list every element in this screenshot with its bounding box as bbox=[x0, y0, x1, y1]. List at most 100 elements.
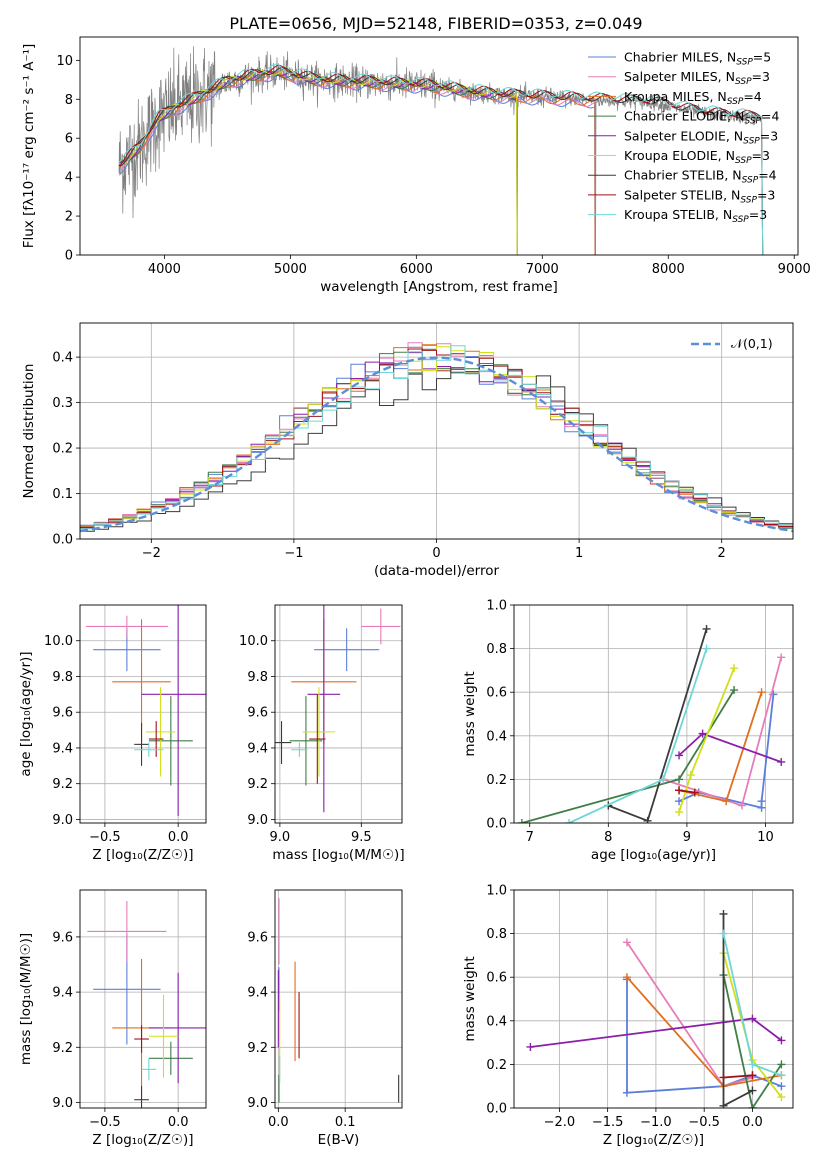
axes-frame bbox=[79, 889, 207, 1109]
errorbar-point-7 bbox=[275, 721, 292, 765]
panel-weight-vs-age: 0.0 0.2 0.4 0.6 0.8 1.0 7 8 9 10 age [log₁₀(age/yr… bbox=[462, 599, 793, 863]
x-tick-label: 8 bbox=[604, 830, 612, 845]
x-tick-label: −0.5 bbox=[89, 830, 121, 845]
weight-marker bbox=[702, 644, 711, 653]
weight-marker bbox=[719, 1101, 728, 1108]
weight-marker bbox=[748, 1104, 757, 1108]
panel-age-vs-mass: 9.0 9.2 9.4 9.6 9.8 10.0 9.0 9.5 mass [log₁₀(M/M… bbox=[239, 605, 405, 863]
plot-area bbox=[275, 605, 401, 813]
weight-marker bbox=[730, 686, 739, 695]
weight-marker bbox=[702, 624, 711, 633]
legend-label: Salpeter MILES, NSSP=3 bbox=[624, 69, 770, 87]
y-tick-label: 1.0 bbox=[486, 884, 507, 899]
plot-area bbox=[87, 901, 206, 1108]
y-tick-label: 9.8 bbox=[247, 670, 268, 685]
errorbar-point-6 bbox=[148, 994, 179, 1078]
errorbar-point-6 bbox=[302, 687, 336, 777]
x-tick-label: −2.0 bbox=[544, 1115, 576, 1130]
y-tick-label: 9.6 bbox=[247, 706, 268, 721]
x-axis-label: wavelength [Angstrom, rest frame] bbox=[320, 279, 558, 295]
errorbar-point-8 bbox=[134, 1025, 149, 1053]
observed-spectrum bbox=[118, 46, 763, 255]
errorbar-point-9 bbox=[291, 742, 308, 757]
x-tick-label: 2 bbox=[718, 546, 726, 561]
y-tick-label: 9.4 bbox=[247, 741, 268, 756]
weight-marker bbox=[622, 973, 631, 982]
panel-mass-vs-Z: 9.0 9.2 9.4 9.6 −0.5 0.0 Z [log₁₀(Z/Z☉)] mass [… bbox=[18, 890, 206, 1148]
y-tick-label: 2 bbox=[65, 210, 73, 225]
axes-frame bbox=[79, 322, 794, 540]
x-tick-label: 0 bbox=[432, 546, 440, 561]
y-tick-label: 9.6 bbox=[247, 930, 268, 945]
legend-label: Chabrier STELIB, NSSP=4 bbox=[624, 168, 777, 186]
weight-marker bbox=[777, 1082, 786, 1091]
y-tick-label: 0.8 bbox=[486, 927, 507, 942]
legend-label: 𝒩(0,1) bbox=[731, 336, 773, 351]
weight-marker bbox=[777, 1071, 786, 1080]
y-tick-label: 9.2 bbox=[52, 1041, 73, 1056]
normal-curve bbox=[80, 356, 793, 533]
weight-marker bbox=[730, 664, 739, 673]
errorbar-point-5 bbox=[148, 972, 206, 1084]
x-tick-label: 9 bbox=[683, 830, 691, 845]
y-tick-label: 1.0 bbox=[486, 599, 507, 614]
errorbar-point-5 bbox=[307, 605, 341, 813]
weight-marker bbox=[643, 816, 652, 823]
weight-marker bbox=[565, 819, 574, 823]
weight-marker bbox=[675, 775, 684, 784]
legend-label: Chabrier ELODIE, NSSP=4 bbox=[624, 109, 779, 127]
panel-weight-vs-Z: 0.0 0.2 0.4 0.6 0.8 1.0 −2.0 −1.5 −1.0 −0.5 0.0 Z [… bbox=[462, 884, 793, 1148]
weight-marker bbox=[659, 775, 668, 784]
weight-line-3 bbox=[678, 691, 763, 803]
y-tick-label: 9.2 bbox=[52, 777, 73, 792]
weight-marker bbox=[777, 757, 786, 766]
errorbar-point-5 bbox=[141, 605, 206, 816]
x-tick-label: 4000 bbox=[148, 262, 181, 277]
weight-line-8 bbox=[723, 1074, 753, 1079]
y-tick-label: 9.2 bbox=[247, 777, 268, 792]
weight-marker bbox=[757, 797, 766, 806]
weight-marker bbox=[690, 788, 699, 797]
axes-frame bbox=[274, 604, 403, 824]
errorbar-point-2 bbox=[85, 615, 168, 638]
weight-marker bbox=[737, 801, 746, 810]
plot-area bbox=[80, 342, 793, 533]
weight-marker bbox=[777, 1093, 786, 1102]
y-tick-label: 0.4 bbox=[52, 351, 73, 366]
y-tick-label: 0.4 bbox=[486, 729, 507, 744]
weight-marker bbox=[748, 1086, 757, 1095]
x-tick-label: 9.5 bbox=[351, 830, 372, 845]
legend-label: Salpeter ELODIE, NSSP=3 bbox=[624, 128, 778, 146]
errorbar-point-6 bbox=[145, 687, 176, 777]
weight-marker bbox=[719, 909, 728, 918]
x-tick-label: 0.0 bbox=[742, 1115, 763, 1130]
weight-marker bbox=[777, 1036, 786, 1045]
y-tick-label: 9.6 bbox=[52, 930, 73, 945]
y-axis-label: Flux [fλ10⁻¹⁷ erg cm⁻² s⁻¹ A⁻¹] bbox=[21, 44, 37, 249]
y-tick-label: 9.4 bbox=[52, 986, 73, 1001]
y-axis-label: mass [log₁₀(M/M☉)] bbox=[18, 933, 34, 1065]
y-tick-label: 0.0 bbox=[52, 533, 73, 548]
y-tick-label: 9.4 bbox=[52, 741, 73, 756]
y-tick-label: 10 bbox=[56, 54, 73, 69]
weight-line-4 bbox=[722, 974, 783, 1108]
weight-marker bbox=[722, 797, 731, 806]
model-line-4 bbox=[118, 70, 518, 255]
panel-mass-vs-ebv: 9.0 9.2 9.4 9.6 0.0 0.1 E(B-V) bbox=[247, 890, 402, 1148]
y-tick-label: 0.0 bbox=[486, 1102, 507, 1117]
y-tick-label: 0.4 bbox=[486, 1014, 507, 1029]
y-axis-label: age [log₁₀(age/yr)] bbox=[18, 651, 34, 776]
model-line-9 bbox=[118, 63, 764, 255]
y-tick-label: 0.6 bbox=[486, 971, 507, 986]
x-axis-label: Z [log₁₀(Z/Z☉)] bbox=[603, 1132, 704, 1148]
weight-marker bbox=[757, 688, 766, 697]
x-tick-label: −1.5 bbox=[592, 1115, 624, 1130]
errorbar-point-2 bbox=[361, 608, 401, 645]
y-tick-label: 8 bbox=[65, 93, 73, 108]
x-tick-label: 7 bbox=[526, 830, 534, 845]
figure-title: PLATE=0656, MJD=52148, FIBERID=0353, z=0… bbox=[229, 14, 642, 33]
plot-area bbox=[526, 909, 786, 1108]
y-tick-label: 0.2 bbox=[52, 442, 73, 457]
model-line-8 bbox=[118, 64, 764, 255]
